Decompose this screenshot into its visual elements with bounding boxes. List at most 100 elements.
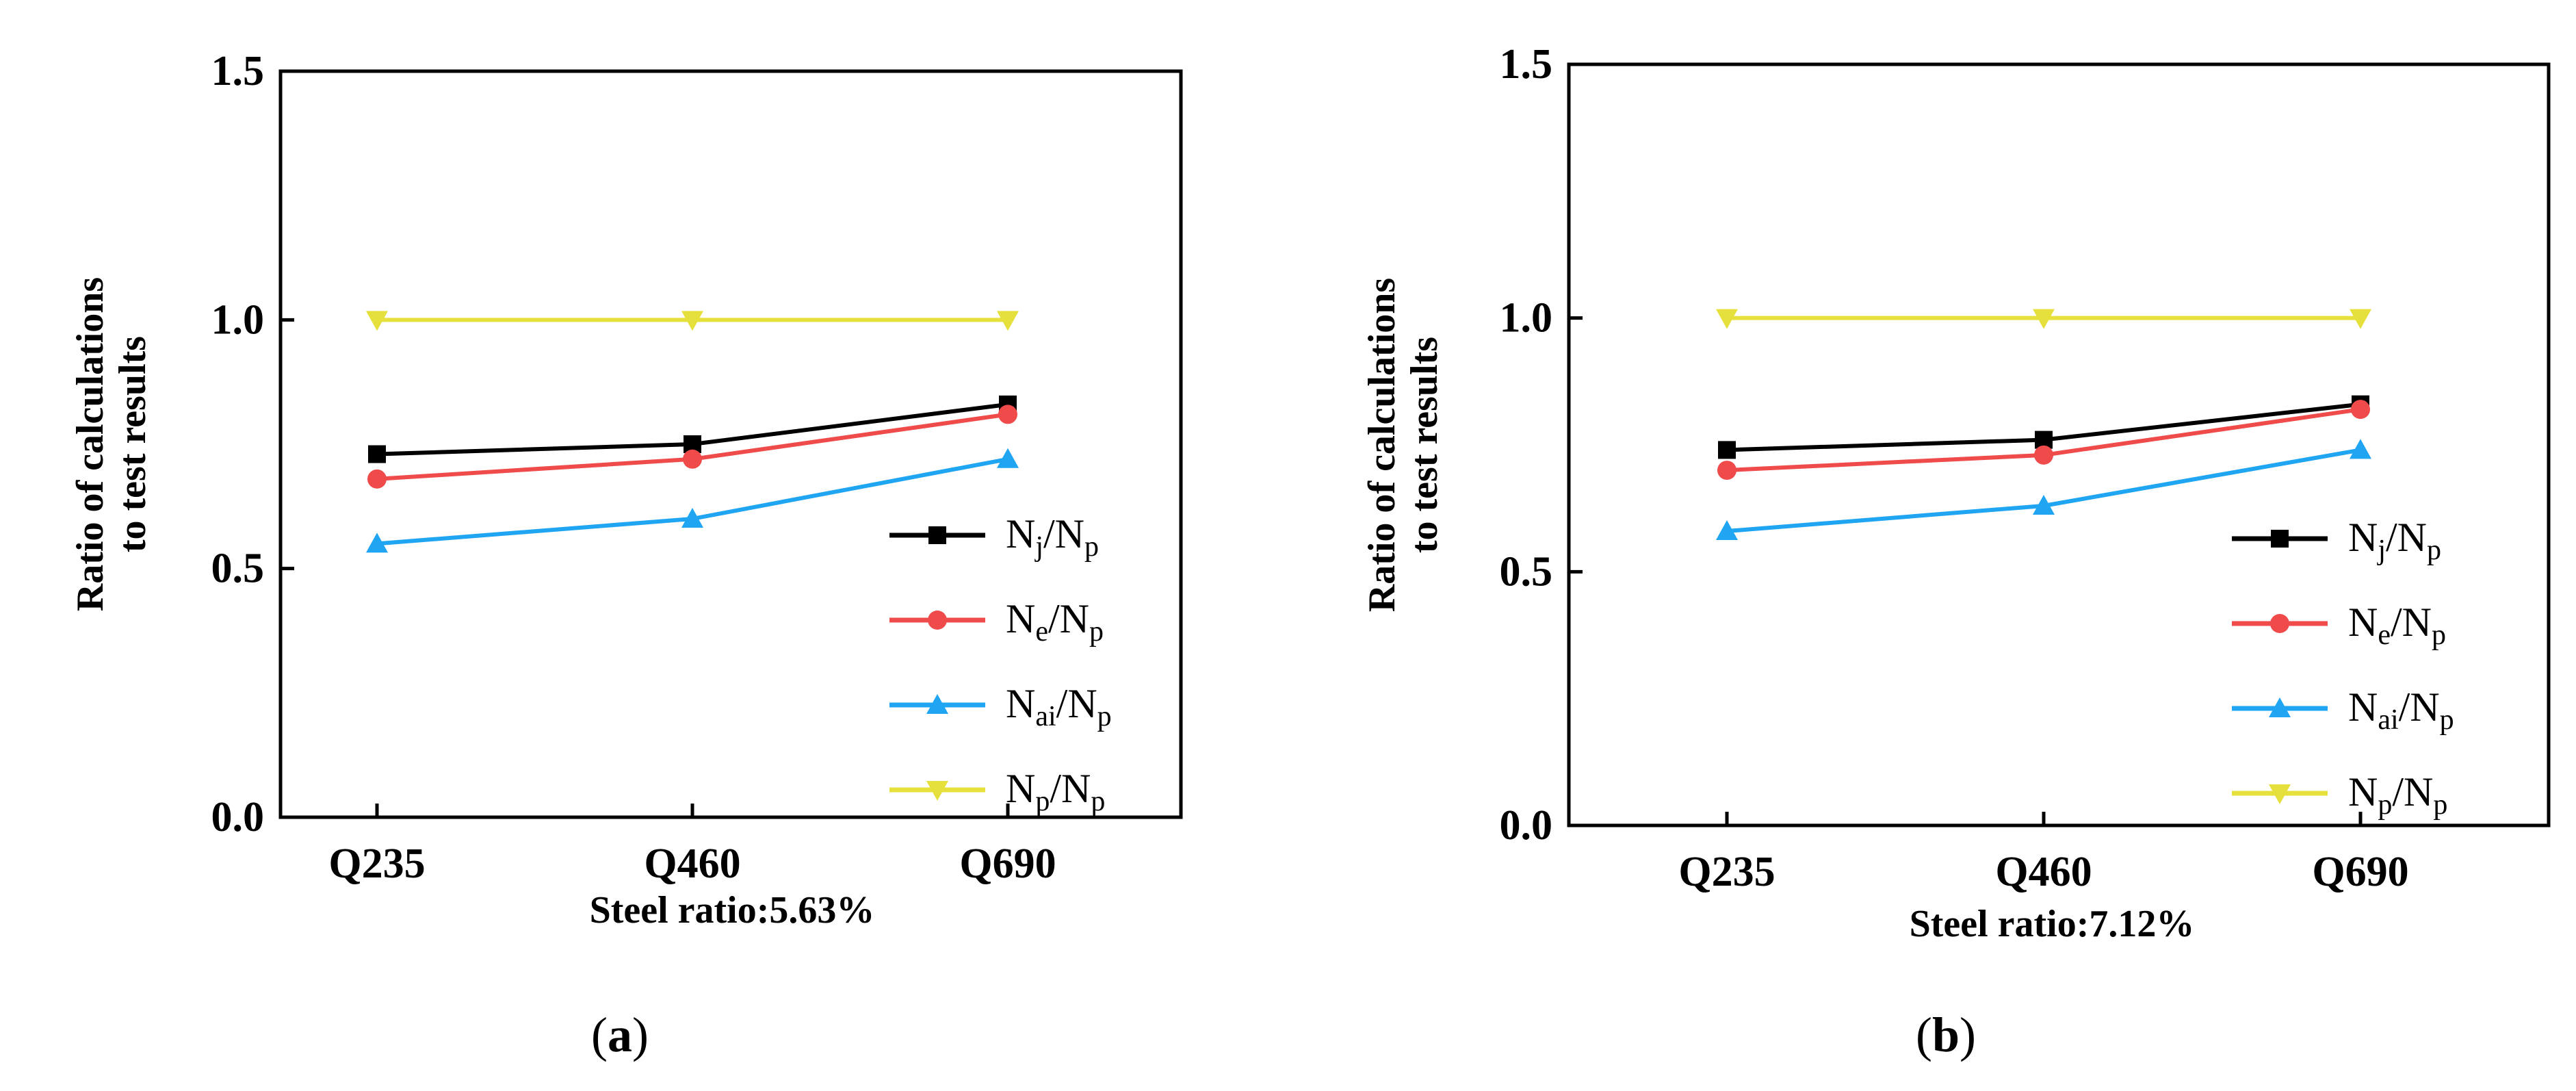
legend-item: Ne/Np — [2232, 600, 2446, 651]
legend-subscript: j — [1034, 531, 1043, 563]
legend-item: Nj/Np — [889, 511, 1099, 563]
legend-text-part: /N — [2392, 769, 2433, 814]
legend-text-part: /N — [2386, 515, 2427, 560]
panel-label-letter: a — [608, 1007, 632, 1062]
legend-label: Ne/Np — [1006, 596, 1104, 647]
legend-text-part: N — [2348, 600, 2378, 645]
legend-text-part: /N — [1048, 596, 1089, 641]
panel-label-letter: b — [1932, 1007, 1960, 1062]
x-axis-title: Steel ratio:5.63% — [590, 889, 875, 932]
legend-text-part: /N — [1056, 681, 1097, 726]
legend-subscript: p — [2432, 619, 2446, 651]
legend-text-part: /N — [2399, 684, 2440, 730]
legend-text-part: N — [2348, 515, 2378, 560]
panel-label-paren: ( — [591, 1007, 608, 1062]
legend-label: Np/Np — [2348, 769, 2447, 821]
legend-marker — [2269, 784, 2291, 804]
data-point — [368, 445, 386, 463]
legend-subscript: p — [2378, 789, 2392, 821]
legend-marker — [2270, 614, 2289, 633]
y-axis-title-line-2: to test results — [1403, 337, 1446, 553]
data-point — [366, 311, 388, 331]
y-tick-label: 1.5 — [1500, 41, 1553, 88]
legend-text-part: N — [1006, 766, 1035, 811]
legend-subscript: j — [2376, 535, 2386, 566]
data-point — [2350, 309, 2371, 329]
series-Np/Np — [1716, 309, 2371, 329]
x-axis-title: Steel ratio:7.12% — [1910, 903, 2195, 945]
y-axis-title-line-1: Ratio of calculations — [69, 277, 112, 611]
panel-label: (b) — [1916, 1007, 1976, 1062]
legend-subscript: e — [1035, 616, 1048, 647]
legend-subscript: p — [2440, 704, 2454, 736]
legend-text-part: N — [2348, 684, 2378, 730]
x-tick-label: Q460 — [644, 840, 740, 887]
y-tick-label: 0.5 — [1500, 548, 1553, 595]
legend-item: Nj/Np — [2232, 515, 2441, 566]
legend-text-part: N — [1006, 596, 1035, 641]
data-point — [998, 405, 1017, 424]
y-tick-label: 1.0 — [211, 296, 265, 343]
legend-label: Ne/Np — [2348, 600, 2446, 651]
x-tick-label: Q235 — [328, 840, 425, 887]
panel-label-paren: ( — [1916, 1007, 1932, 1062]
data-point — [366, 532, 388, 553]
y-tick-label: 0.0 — [1500, 802, 1553, 849]
data-point — [1716, 520, 1738, 541]
legend-label: Nj/Np — [2348, 515, 2441, 566]
legend-text-part: N — [2348, 769, 2378, 814]
data-point — [2034, 445, 2053, 465]
data-point — [2351, 400, 2370, 420]
legend-marker — [926, 694, 948, 714]
legend-subscript: p — [1089, 616, 1104, 647]
chart-panel-a: 0.0 0.5 1.0 1.5 Q235 Q460 Q690 Steel ratio:5.63… — [69, 48, 1183, 1062]
legend-marker — [928, 611, 947, 630]
data-point — [683, 449, 702, 469]
data-point — [997, 311, 1019, 331]
data-point — [2350, 439, 2371, 459]
x-tick-label: Q235 — [1678, 849, 1775, 895]
data-point — [2033, 309, 2055, 329]
legend-text-part: /N — [2391, 600, 2432, 645]
y-axis-title-line-2: to test results — [112, 336, 154, 552]
legend-marker — [2269, 697, 2291, 717]
legend-subscript: p — [1035, 786, 1050, 817]
legend-subscript: p — [2427, 535, 2441, 566]
plot-frame — [1567, 62, 2551, 827]
legend-label: Nai/Np — [1006, 681, 1112, 732]
legend-item: Nai/Np — [889, 681, 1112, 732]
legend-item: Np/Np — [889, 766, 1105, 817]
legend-marker — [2271, 530, 2289, 548]
data-point — [1718, 441, 1736, 459]
panel-label-paren: ) — [1960, 1007, 1976, 1062]
panel-label-paren: ) — [632, 1007, 649, 1062]
y-tick-label: 1.0 — [1500, 295, 1553, 342]
legend-marker — [926, 781, 948, 801]
y-tick-label: 1.5 — [211, 48, 265, 94]
data-point — [2033, 494, 2055, 515]
legend-item: Nai/Np — [2232, 684, 2454, 736]
legend-subscript: p — [1097, 701, 1112, 732]
panel-label: (a) — [591, 1007, 649, 1062]
data-point — [997, 448, 1019, 468]
y-axis-title-line-1: Ratio of calculations — [1361, 278, 1403, 612]
legend-subscript: ai — [2378, 704, 2398, 736]
x-tick-label: Q690 — [2312, 849, 2408, 895]
series-Ne/Np — [367, 405, 1017, 489]
series-Nj/Np — [368, 395, 1017, 463]
legend-subscript: ai — [1035, 701, 1056, 732]
series-Np/Np — [366, 311, 1019, 331]
plot-frame — [278, 69, 1183, 819]
x-tick-label: Q690 — [959, 840, 1056, 887]
series-Nai/Np — [1716, 439, 2371, 541]
legend-item: Ne/Np — [889, 596, 1104, 647]
data-point — [1716, 309, 1738, 329]
y-tick-label: 0.0 — [211, 794, 265, 840]
legend-item: Np/Np — [2232, 769, 2447, 821]
legend-label: Nj/Np — [1006, 511, 1099, 563]
legend-subscript: p — [2433, 789, 2447, 821]
legend-text-part: /N — [1043, 511, 1084, 556]
